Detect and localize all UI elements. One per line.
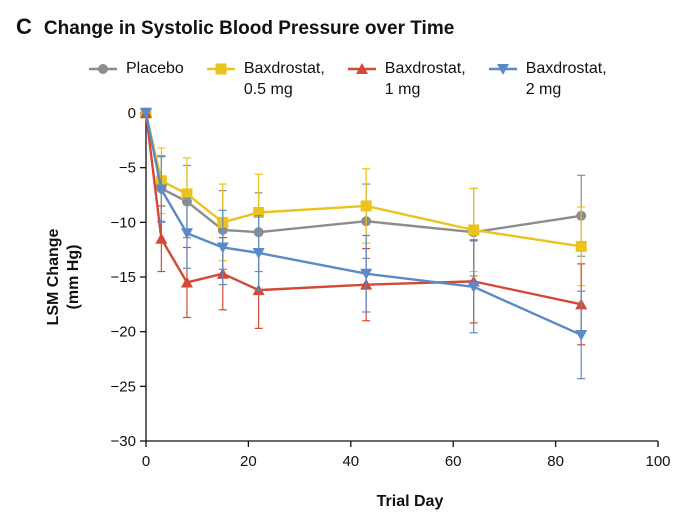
legend-item-baxdrostat-0-5mg: Baxdrostat, 0.5 mg [206, 58, 325, 100]
legend-marker [496, 64, 509, 75]
data-point [140, 108, 152, 119]
legend-marker [215, 63, 227, 75]
x-axis-ticks: 0 20 40 60 80 100 [142, 441, 671, 470]
x-tick-label: 40 [342, 453, 359, 470]
data-point [155, 184, 168, 196]
x-tick-label: 100 [645, 453, 670, 470]
y-axis-title: LSM Change (mm Hg) [45, 228, 82, 325]
panel-letter: C [16, 14, 32, 39]
x-tick-label: 0 [142, 453, 150, 470]
data-point [180, 276, 193, 288]
legend-swatch-baxdrostat-2mg [488, 64, 517, 75]
y-axis-title-line: LSM Change [45, 228, 62, 325]
data-point [575, 329, 588, 341]
legend-item-placebo: Placebo [88, 58, 184, 100]
x-tick-label: 80 [547, 453, 564, 470]
y-tick-label: −25 [111, 378, 136, 395]
legend-label-baxdrostat-2mg: Baxdrostat, 2 mg [525, 60, 607, 98]
legend-marker [98, 64, 108, 74]
data-point [467, 281, 480, 293]
data-point [180, 228, 193, 240]
legend-item-baxdrostat-1mg: Baxdrostat, 1 mg [347, 58, 466, 100]
y-tick-label: −10 [111, 214, 136, 231]
data-point [253, 206, 265, 218]
legend-marker [355, 63, 368, 74]
y-tick-label: −20 [111, 324, 136, 341]
legend-label-baxdrostat-1mg: Baxdrostat, 1 mg [384, 60, 466, 98]
legend-label-placebo: Placebo [126, 60, 184, 77]
data-point [360, 200, 372, 212]
legend-swatch-baxdrostat-1mg [347, 63, 376, 74]
data-point [155, 232, 168, 244]
y-tick-label: −15 [111, 269, 136, 286]
data-point [360, 268, 373, 280]
legend: Placebo Baxdrostat, 0.5 mg Baxdrostat, 1… [88, 58, 629, 100]
data-point [216, 242, 229, 254]
data-point [575, 240, 587, 252]
y-tick-label: 0 [128, 105, 136, 122]
y-tick-label: −30 [111, 433, 136, 450]
series-3 [140, 108, 588, 380]
series-line [144, 112, 582, 337]
legend-label-baxdrostat-0-5mg: Baxdrostat, 0.5 mg [243, 60, 325, 98]
legend-swatch-baxdrostat-0-5mg [206, 63, 235, 75]
y-axis-title-line: (mm Hg) [65, 245, 82, 310]
y-tick-label: −5 [119, 160, 136, 177]
data-point [181, 188, 193, 200]
x-axis-title: Trial Day [377, 493, 444, 510]
y-axis-ticks: 0 −5 −10 −15 −20 −25 −30 [111, 105, 146, 450]
series-0 [141, 108, 587, 277]
legend-swatch-placebo [89, 64, 117, 74]
chart-header: C Change in Systolic Blood Pressure over… [16, 14, 454, 40]
series-layer [140, 107, 588, 380]
x-tick-label: 20 [240, 453, 257, 470]
x-tick-label: 60 [445, 453, 462, 470]
legend-item-baxdrostat-2mg: Baxdrostat, 2 mg [488, 58, 607, 100]
data-point [252, 247, 265, 259]
data-point [468, 224, 480, 236]
chart-title: Change in Systolic Blood Pressure over T… [43, 18, 455, 39]
series-line [144, 112, 582, 306]
